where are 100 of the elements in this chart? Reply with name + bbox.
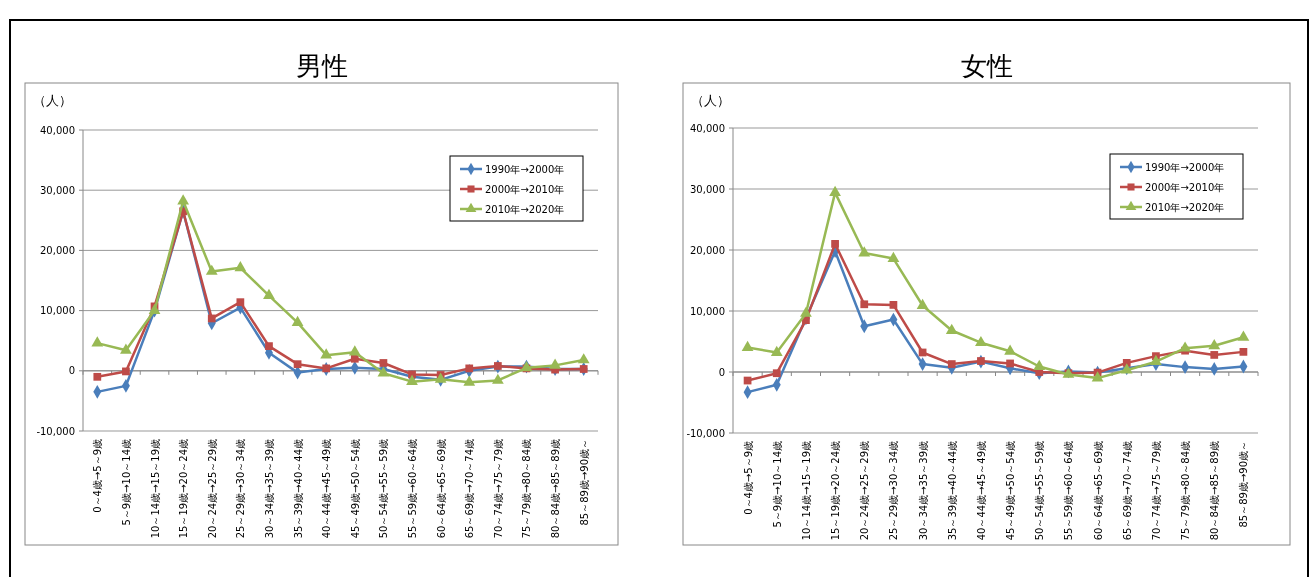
point <box>263 288 275 299</box>
legend-label: 2010年→2020年 <box>1145 201 1225 213</box>
chart-title: 男性 <box>295 51 348 81</box>
x-tick-label: 10～14歳→15～19歳 <box>800 441 812 541</box>
point <box>577 353 590 364</box>
y-tick-label: 10,000 <box>690 305 725 317</box>
point <box>379 359 388 367</box>
point <box>770 345 783 356</box>
y-tick-label: -10,000 <box>36 425 75 437</box>
point <box>177 194 190 205</box>
y-tick-label: 40,000 <box>40 124 75 136</box>
point <box>1179 341 1191 352</box>
point <box>1208 338 1221 350</box>
point <box>549 358 561 369</box>
legend-label: 1990年→2000年 <box>1145 161 1225 173</box>
x-tick-label: 20～24歳→25～29歳 <box>206 439 218 539</box>
point <box>1239 348 1248 356</box>
point <box>975 335 987 347</box>
point <box>236 298 245 307</box>
y-tick-label: 0 <box>68 365 75 377</box>
point <box>945 323 958 334</box>
x-tick-label: 50～54歳→55～59歳 <box>1034 441 1046 541</box>
y-tick-label: 20,000 <box>690 244 725 256</box>
y-axis-title: （人） <box>33 93 72 108</box>
y-tick-label: 10,000 <box>40 305 75 317</box>
y-tick-label: 40,000 <box>690 122 725 134</box>
y-tick-label: 0 <box>718 366 725 378</box>
x-tick-label: 85～89歳→90歳～ <box>1238 441 1250 528</box>
point <box>858 246 871 257</box>
point <box>320 348 333 359</box>
y-tick-label: 20,000 <box>40 244 75 256</box>
x-tick-label: 80～84歳→85～89歳 <box>550 439 562 539</box>
x-tick-label: 30～34歳→35～39歳 <box>917 441 929 541</box>
point <box>977 357 985 365</box>
point <box>887 251 900 262</box>
x-tick-label: 40～44歳→45～49歳 <box>975 441 987 541</box>
point <box>493 362 502 370</box>
x-tick-label: 65～69歳→70～74歳 <box>464 439 476 539</box>
x-tick-label: 45～49歳→50～54歳 <box>349 439 361 539</box>
x-tick-label: 55～59歳→60～64歳 <box>407 439 419 539</box>
x-tick-label: 15～19歳→20～24歳 <box>178 439 190 539</box>
point <box>434 372 447 383</box>
point <box>350 354 359 363</box>
point <box>1006 359 1014 368</box>
x-tick-label: 40～44歳→45～49歳 <box>321 439 333 539</box>
x-tick-label: 45～49歳→50～54歳 <box>1005 441 1017 541</box>
point <box>741 340 754 351</box>
point <box>293 360 302 369</box>
point <box>205 264 218 275</box>
point <box>1091 371 1104 382</box>
point <box>463 375 476 386</box>
point <box>122 367 130 376</box>
x-tick-label: 65～69歳→70～74歳 <box>1121 441 1133 541</box>
legend-label: 2000年→2010年 <box>485 183 565 195</box>
point <box>234 261 247 272</box>
point <box>91 336 104 347</box>
x-tick-label: 5～9歳→10～14歳 <box>771 441 783 528</box>
legend-label: 1990年→2000年 <box>485 163 565 175</box>
x-tick-label: 20～24歳→25～29歳 <box>859 441 871 541</box>
x-tick-label: 60～64歳→65～69歳 <box>435 439 447 539</box>
point <box>772 369 781 378</box>
x-tick-label: 55～59歳→60～64歳 <box>1063 441 1075 541</box>
x-tick-label: 0～4歳→5～9歳 <box>742 441 754 515</box>
point <box>377 366 390 377</box>
x-tick-label: 75～79歳→80～84歳 <box>1180 441 1192 541</box>
x-tick-label: 30～34歳→35～39歳 <box>263 439 275 539</box>
point <box>120 343 132 354</box>
point <box>1004 344 1016 355</box>
y-tick-label: 30,000 <box>40 184 75 196</box>
point <box>800 306 812 317</box>
legend-label: 2010年→2020年 <box>485 203 565 215</box>
point <box>93 372 102 381</box>
x-tick-label: 60～64歳→65～69歳 <box>1092 441 1104 541</box>
point <box>491 373 504 384</box>
point <box>207 314 216 323</box>
point <box>1033 359 1046 370</box>
x-tick-label: 75～79歳→80～84歳 <box>521 439 533 539</box>
point <box>1150 354 1162 366</box>
x-tick-label: 0～4歳→5～9歳 <box>92 439 104 513</box>
x-tick-label: 10～14歳→15～19歳 <box>149 439 161 539</box>
point <box>265 342 273 350</box>
x-tick-label: 80～84歳→85～89歳 <box>1209 441 1221 541</box>
x-tick-label: 50～54歳→55～59歳 <box>378 439 390 539</box>
x-tick-label: 25～29歳→30～34歳 <box>235 439 247 539</box>
x-tick-label: 15～19歳→20～24歳 <box>830 441 842 541</box>
legend-label: 2000年→2010年 <box>1145 181 1225 193</box>
y-tick-label: 30,000 <box>690 183 725 195</box>
point <box>1210 351 1219 359</box>
point <box>406 374 418 386</box>
y-axis-title: （人） <box>691 93 730 108</box>
x-tick-label: 70～74歳→75～79歳 <box>492 439 504 539</box>
point <box>916 298 929 309</box>
x-tick-label: 25～29歳→30～34歳 <box>888 441 900 541</box>
point <box>829 185 841 197</box>
x-tick-label: 5～9歳→10～14歳 <box>120 439 132 526</box>
point <box>947 360 956 368</box>
point <box>465 364 474 373</box>
x-tick-label: 35～39歳→40～44歳 <box>292 439 304 539</box>
x-tick-label: 35～39歳→40～44歳 <box>946 441 958 541</box>
point <box>860 300 869 309</box>
